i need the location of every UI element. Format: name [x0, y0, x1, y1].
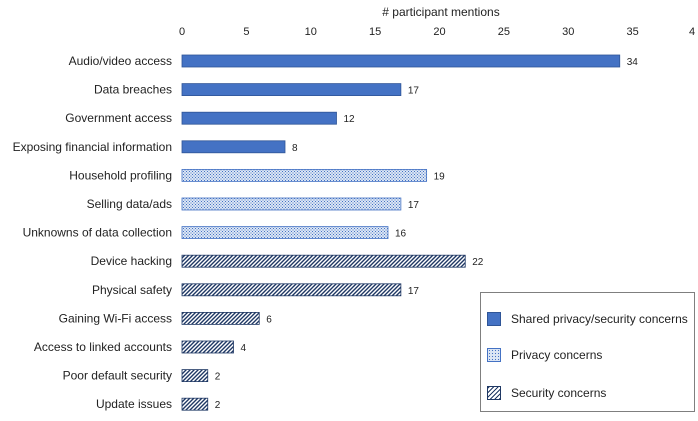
legend-swatch-hatch: [487, 386, 501, 400]
x-tick-label: 10: [305, 26, 317, 38]
legend-label-shared: Shared privacy/security concerns: [511, 312, 688, 326]
legend-item-security: Security concerns: [487, 385, 606, 401]
bar: [181, 254, 466, 268]
bar: [181, 340, 234, 354]
bar: [181, 283, 402, 297]
data-label: 2: [215, 372, 221, 383]
data-label: 16: [395, 229, 407, 240]
category-label: Exposing financial information: [13, 140, 172, 154]
data-label: 19: [434, 171, 446, 182]
category-label: Device hacking: [91, 254, 172, 268]
bar: [181, 111, 337, 125]
data-label: 2: [215, 400, 221, 411]
x-tick-label: 25: [498, 26, 510, 38]
category-label: Selling data/ads: [87, 197, 172, 211]
data-label: 17: [408, 200, 420, 211]
data-label: 34: [627, 57, 639, 68]
data-label: 17: [408, 86, 420, 97]
legend-item-shared: Shared privacy/security concerns: [487, 311, 688, 327]
x-tick-label: 5: [243, 26, 249, 38]
x-axis-ticks: 0 5 10 15 20 25 30 35 4: [179, 26, 695, 38]
bar: [181, 197, 402, 211]
legend-label-security: Security concerns: [511, 386, 607, 400]
bar: [181, 397, 209, 411]
category-labels: Audio/video access Data breaches Governmen…: [13, 54, 172, 411]
legend-swatch-solid: [487, 312, 501, 326]
x-tick-label: 20: [433, 26, 445, 38]
data-label: 8: [292, 143, 298, 154]
bar: [181, 311, 260, 325]
category-label: Audio/video access: [69, 54, 172, 68]
category-label: Poor default security: [63, 369, 172, 383]
x-tick-label: 30: [562, 26, 574, 38]
x-axis-title: # participant mentions: [382, 5, 499, 19]
bar: [181, 168, 428, 182]
legend: Shared privacy/security concerns Privacy…: [480, 292, 695, 412]
bar: [181, 54, 621, 68]
category-label: Physical safety: [92, 283, 172, 297]
x-tick-label: 4: [689, 26, 695, 38]
legend-item-privacy: Privacy concerns: [487, 347, 602, 363]
category-label: Access to linked accounts: [34, 340, 172, 354]
data-label: 6: [266, 314, 272, 325]
category-label: Data breaches: [94, 83, 172, 97]
category-label: Gaining Wi-Fi access: [59, 311, 172, 325]
bars: [181, 54, 621, 411]
x-tick-label: 35: [627, 26, 639, 38]
category-label: Update issues: [96, 397, 172, 411]
data-label: 12: [344, 114, 356, 125]
bar: [181, 83, 402, 96]
legend-swatch-dotted: [487, 348, 501, 362]
data-label: 4: [241, 343, 247, 354]
bar: [181, 140, 286, 154]
bar: [181, 226, 389, 240]
category-label: Household profiling: [69, 168, 172, 182]
data-label: 17: [408, 286, 420, 297]
x-tick-label: 0: [179, 26, 185, 38]
category-label: Unknowns of data collection: [23, 226, 172, 240]
x-tick-label: 15: [369, 26, 381, 38]
data-label: 22: [472, 257, 484, 268]
legend-label-privacy: Privacy concerns: [511, 348, 603, 362]
bar: [181, 369, 209, 383]
category-label: Government access: [65, 111, 172, 125]
